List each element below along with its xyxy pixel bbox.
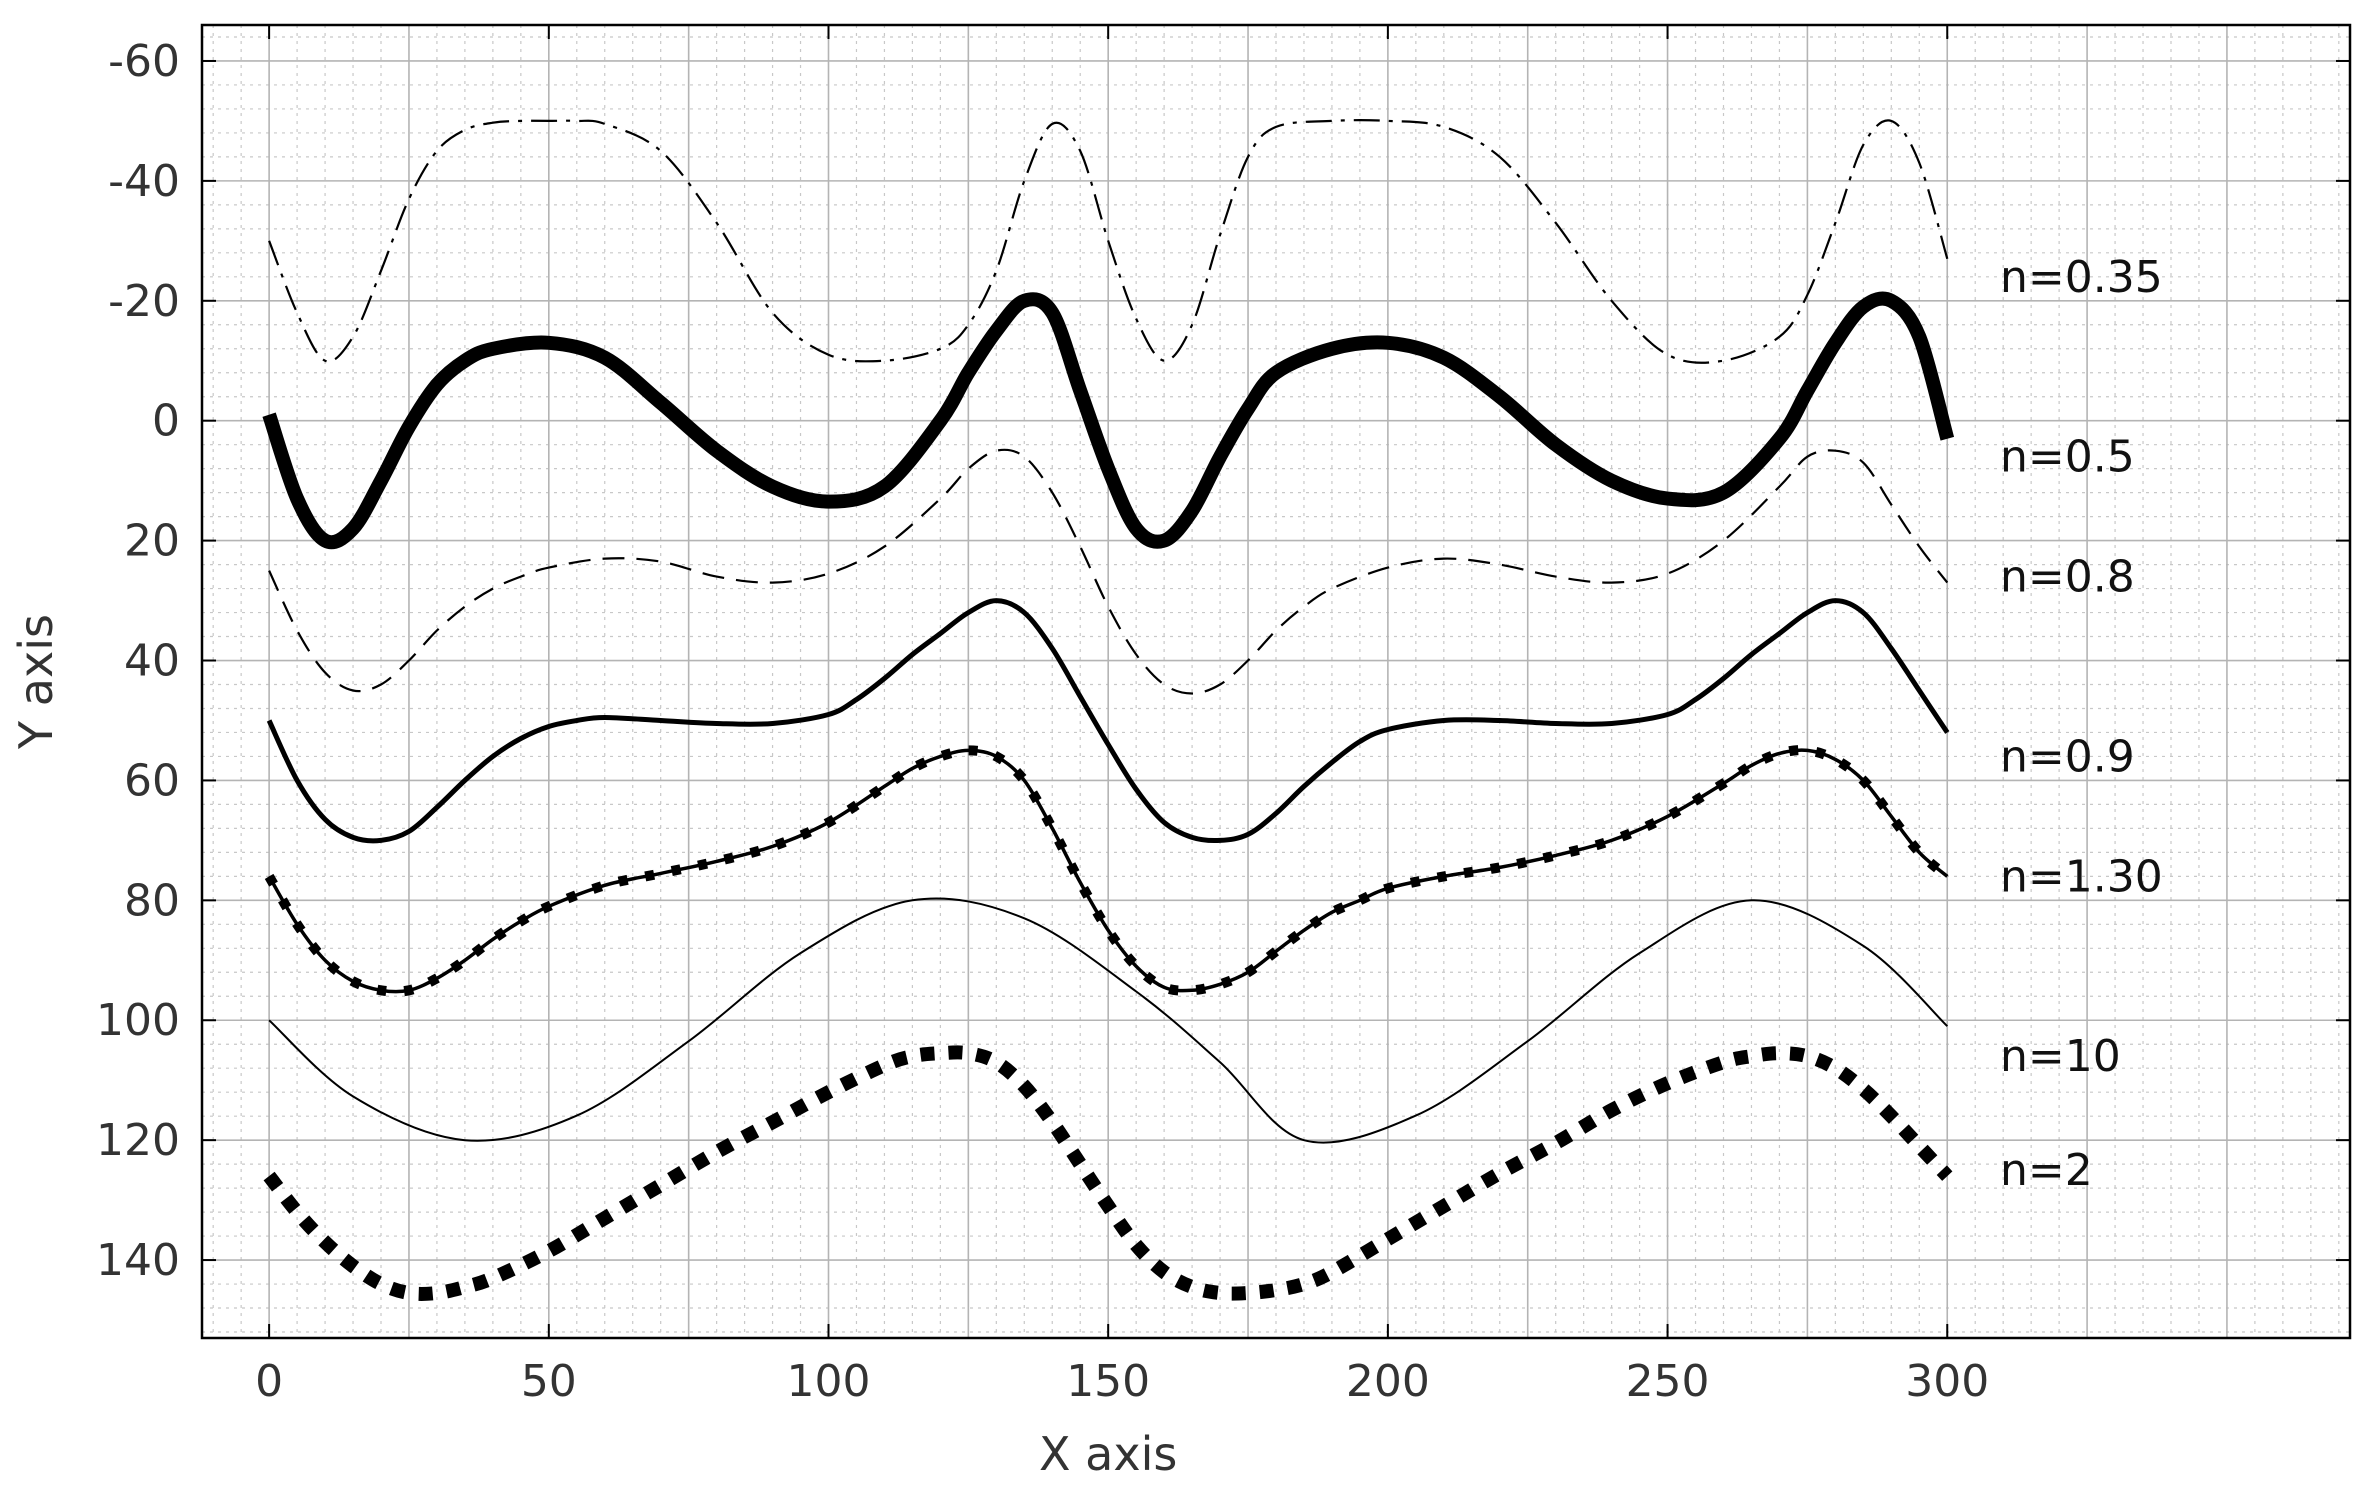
series-line-n-0-5 — [262, 291, 1955, 550]
plot-frame — [200, 23, 2352, 1340]
series-line-n-2 — [263, 1045, 1953, 1301]
x-tick-label: 100 — [787, 1356, 871, 1407]
series-line-n-0-9 — [266, 598, 1950, 844]
series-label-n-0-5: n=0.5 — [2000, 432, 2135, 483]
series-label-n-1-30: n=1.30 — [2000, 851, 2163, 902]
x-tick-label: 250 — [1626, 1356, 1710, 1407]
x-tick-label: 0 — [255, 1356, 283, 1407]
y-tick-label: 140 — [96, 1235, 180, 1286]
y-tick-label: 20 — [124, 516, 180, 567]
series-line-n-10 — [268, 897, 1948, 1144]
y-tick-label: 100 — [96, 995, 180, 1046]
series-label-n-10: n=10 — [2000, 1031, 2121, 1082]
series-label-n-0-8: n=0.8 — [2000, 552, 2135, 603]
y-tick-label: -20 — [108, 276, 180, 327]
x-axis-ticks: 0 50 100 150 200 250 300 — [255, 25, 1989, 1407]
x-tick-label: 150 — [1066, 1356, 1150, 1407]
series-line-n-0-8 — [268, 448, 1949, 695]
y-axis-title: Y axis — [9, 614, 63, 750]
y-tick-label: 40 — [124, 636, 180, 687]
series-line-n-0-35 — [268, 119, 1949, 364]
y-axis-ticks: -60 -40 -20 0 20 40 60 80 100 120 140 — [96, 36, 2350, 1286]
x-tick-label: 50 — [521, 1356, 577, 1407]
y-tick-label: 60 — [124, 755, 180, 806]
x-axis-title: X axis — [1039, 1427, 1177, 1481]
y-tick-label: 80 — [124, 875, 180, 926]
y-tick-label: 0 — [152, 396, 180, 447]
series-label-n-0-9: n=0.9 — [2000, 731, 2135, 782]
x-tick-label: 200 — [1346, 1356, 1430, 1407]
series-layer — [262, 119, 1955, 1301]
minor-grid — [202, 25, 2350, 1338]
y-tick-label: 120 — [96, 1115, 180, 1166]
y-tick-label: -60 — [108, 36, 180, 87]
series-label-n-0-35: n=0.35 — [2000, 252, 2163, 303]
y-tick-label: -40 — [108, 156, 180, 207]
x-tick-label: 300 — [1905, 1356, 1989, 1407]
series-labels: n=0.35 n=0.5 n=0.8 n=0.9 n=1.30 n=10 n=2 — [2000, 252, 2163, 1196]
major-grid — [202, 25, 2350, 1338]
series-markers-n-1-30 — [264, 745, 1951, 997]
series-label-n-2: n=2 — [2000, 1145, 2093, 1196]
